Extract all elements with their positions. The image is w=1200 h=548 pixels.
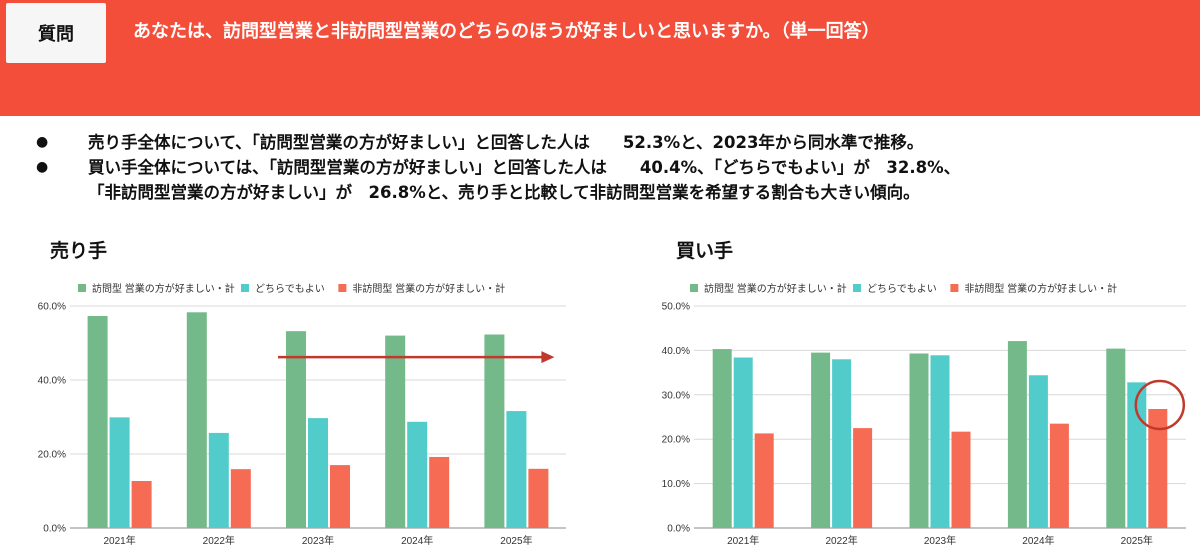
bar xyxy=(811,352,831,528)
legend-label: どちらでもよい xyxy=(255,283,325,295)
bar xyxy=(109,417,130,528)
bar xyxy=(131,481,152,528)
summary-line-2: 買い手全体については、「訪問型営業の方が好ましい」と回答した人は 40.4%、「… xyxy=(88,158,961,177)
legend-swatch xyxy=(241,284,249,292)
bullet-icon: ● xyxy=(36,134,49,150)
bar xyxy=(429,456,450,528)
bar xyxy=(407,421,428,528)
bar xyxy=(506,411,527,528)
legend-label: 訪問型 営業の方が好ましい・計 xyxy=(92,282,235,295)
bar xyxy=(208,432,229,528)
x-tick-label: 2025年 xyxy=(1121,534,1153,547)
highlight-circle xyxy=(1134,379,1186,431)
y-tick-label: 10.0% xyxy=(662,479,690,490)
bar xyxy=(484,334,505,528)
header-banner: 質問 あなたは、訪問型営業と非訪問型営業のどちらのほうが好ましいと思いますか。（… xyxy=(0,0,1200,116)
summary-line-1: 売り手全体について、「訪問型営業の方が好ましい」と回答した人は 52.3%と、2… xyxy=(88,133,924,152)
legend-swatch xyxy=(338,284,347,292)
bar xyxy=(230,469,251,528)
legend-label: 非訪問型 営業の方が好ましい・計 xyxy=(352,282,505,295)
x-tick-label: 2021年 xyxy=(103,534,135,547)
bar xyxy=(87,315,108,528)
summary-bullet-buyer: ● 買い手全体については、「訪問型営業の方が好ましい」と回答した人は 40.4%… xyxy=(36,155,1186,205)
question-text: あなたは、訪問型営業と非訪問型営業のどちらのほうが好ましいと思いますか。（単一回… xyxy=(133,21,880,42)
y-tick-label: 50.0% xyxy=(662,302,690,313)
bar xyxy=(186,312,207,528)
legend-swatch xyxy=(853,284,861,292)
bullet-icon: ● xyxy=(36,159,49,175)
legend-swatch xyxy=(78,284,86,292)
y-tick-label: 0.0% xyxy=(43,524,66,535)
legend-label: どちらでもよい xyxy=(867,283,937,295)
bar xyxy=(733,357,753,528)
legend-swatch xyxy=(690,284,698,292)
bar xyxy=(385,335,406,528)
x-tick-label: 2024年 xyxy=(1022,534,1054,547)
y-tick-label: 30.0% xyxy=(662,390,690,401)
bar xyxy=(712,349,732,528)
x-tick-label: 2024年 xyxy=(401,534,433,547)
bar xyxy=(1049,423,1069,528)
bar xyxy=(528,468,549,528)
bar xyxy=(286,331,306,528)
bar xyxy=(832,359,852,528)
legend-label: 非訪問型 営業の方が好ましい・計 xyxy=(964,282,1117,295)
summary-line-3: 「非訪問型営業の方が好ましい」が 26.8%と、売り手と比較して非訪問型営業を希… xyxy=(88,183,920,202)
bar xyxy=(330,465,350,528)
seller-chart-title: 売り手 xyxy=(50,240,108,262)
x-tick-label: 2022年 xyxy=(825,534,857,547)
bar xyxy=(909,353,929,528)
bar xyxy=(1106,348,1126,528)
seller-chart: 訪問型 営業の方が好ましい・計 どちらでもよい 非訪問型 営業の方が好ましい・計 0.… xyxy=(38,282,566,547)
y-tick-label: 40.0% xyxy=(662,346,690,357)
summary-bullets: ● 売り手全体について、「訪問型営業の方が好ましい」と回答した人は 52.3%と… xyxy=(36,130,1186,205)
y-tick-label: 60.0% xyxy=(38,302,66,313)
trend-arrow-head xyxy=(541,351,555,364)
bar xyxy=(754,433,774,528)
x-tick-label: 2022年 xyxy=(203,534,235,547)
bar xyxy=(1148,409,1168,528)
bar xyxy=(853,428,873,528)
x-tick-label: 2023年 xyxy=(302,534,334,547)
bar xyxy=(1007,341,1027,528)
x-tick-label: 2021年 xyxy=(727,534,759,547)
legend-swatch xyxy=(950,284,959,292)
y-tick-label: 40.0% xyxy=(38,376,66,387)
question-badge: 質問 xyxy=(6,3,106,63)
buyer-chart: 訪問型 営業の方が好ましい・計 どちらでもよい 非訪問型 営業の方が好ましい・計 0.… xyxy=(662,282,1186,547)
bar xyxy=(1028,375,1048,528)
bar xyxy=(930,355,950,528)
bar xyxy=(308,418,328,528)
legend-label: 訪問型 営業の方が好ましい・計 xyxy=(704,282,847,295)
summary-bullet-seller: ● 売り手全体について、「訪問型営業の方が好ましい」と回答した人は 52.3%と… xyxy=(36,130,1186,155)
bar xyxy=(951,431,971,528)
y-tick-label: 0.0% xyxy=(667,524,690,535)
y-tick-label: 20.0% xyxy=(38,450,66,461)
y-tick-label: 20.0% xyxy=(662,435,690,446)
x-tick-label: 2025年 xyxy=(500,534,532,547)
x-tick-label: 2023年 xyxy=(924,534,956,547)
buyer-chart-title: 買い手 xyxy=(676,240,734,262)
